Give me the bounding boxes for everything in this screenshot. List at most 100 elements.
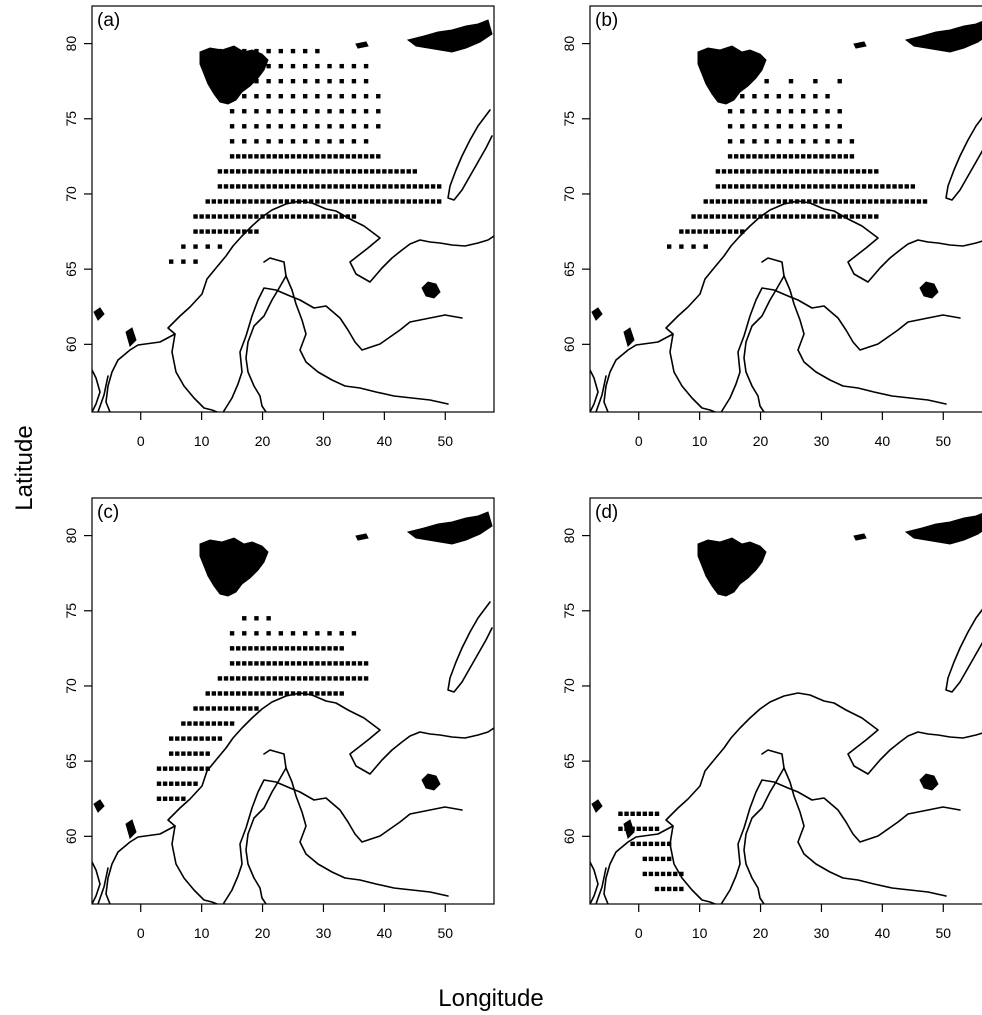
occurrence-cell — [315, 48, 320, 54]
occurrence-cell — [260, 691, 265, 696]
occurrence-cell — [691, 229, 696, 234]
occurrence-cell — [284, 199, 290, 204]
occurrence-cell — [351, 109, 357, 114]
occurrence-cell — [831, 169, 836, 174]
occurrence-cell — [339, 184, 344, 189]
occurrence-cell — [284, 154, 290, 159]
y-tick-label: 60 — [561, 828, 577, 844]
occurrence-cell — [242, 691, 247, 696]
occurrence-cell — [904, 184, 909, 189]
occurrence-cell — [874, 199, 879, 204]
occurrence-cell — [199, 736, 204, 741]
occurrence-cells — [618, 811, 684, 892]
occurrence-cell — [376, 199, 381, 204]
occurrence-cell — [309, 184, 314, 189]
panel-frame — [91, 5, 495, 413]
occurrence-cell — [205, 706, 210, 711]
occurrence-cell — [272, 154, 277, 159]
occurrence-cell — [284, 691, 290, 696]
occurrence-cell — [229, 169, 235, 174]
occurrence-cell — [333, 154, 338, 159]
occurrence-cell — [758, 199, 763, 204]
occurrence-cell — [278, 661, 284, 666]
occurrence-cell — [886, 184, 891, 189]
occurrence-cell — [272, 184, 277, 189]
occurrence-cell — [217, 78, 223, 84]
occurrence-cell — [339, 169, 344, 174]
occurrence-cell — [193, 214, 198, 219]
occurrence-cell — [400, 199, 405, 204]
occurrence-cell — [272, 691, 277, 696]
occurrence-cell — [363, 199, 369, 204]
occurrence-cell — [254, 706, 259, 711]
occurrence-cell — [733, 154, 739, 159]
occurrence-cell — [825, 184, 830, 189]
y-tick-label: 75 — [561, 111, 577, 127]
occurrence-cell — [388, 184, 393, 189]
x-tick-label: 0 — [137, 433, 145, 449]
occurrence-cell — [721, 199, 727, 204]
y-tick-label: 80 — [561, 36, 577, 52]
occurrence-cell — [867, 184, 873, 189]
occurrence-cell — [315, 199, 320, 204]
occurrence-cell — [630, 826, 635, 832]
x-tick-label: 0 — [137, 925, 145, 941]
occurrence-cell — [351, 199, 357, 204]
occurrence-cell — [345, 154, 351, 159]
occurrence-cell — [825, 94, 830, 99]
occurrence-cell — [242, 139, 247, 144]
occurrence-cell — [654, 811, 660, 816]
occurrence-cell — [800, 184, 806, 189]
occurrence-cell — [242, 616, 247, 621]
occurrence-cell — [242, 229, 247, 234]
occurrence-cell — [740, 184, 745, 189]
occurrence-cell — [746, 154, 751, 159]
occurrence-cell — [321, 154, 326, 159]
occurrence-cell — [807, 169, 812, 174]
occurrence-cell — [315, 214, 320, 219]
occurrence-cell — [260, 214, 265, 219]
occurrence-cell — [782, 214, 788, 219]
x-tick-label: 50 — [935, 433, 951, 449]
occurrence-cell — [205, 214, 210, 219]
occurrence-cell — [855, 199, 861, 204]
occurrence-cell — [788, 199, 794, 204]
map-panel: (d) 0 10 20 30 40 50 60 65 70 75 80 — [561, 497, 982, 941]
occurrence-cell — [339, 124, 344, 129]
occurrence-cell — [223, 229, 229, 234]
occurrence-cell — [302, 109, 308, 114]
occurrence-cell — [193, 244, 198, 249]
occurrence-cell — [302, 691, 308, 696]
occurrence-cell — [898, 184, 903, 189]
x-tick-label: 10 — [692, 925, 708, 941]
occurrence-cell — [254, 616, 259, 621]
occurrence-cell — [721, 184, 727, 189]
occurrence-cell — [278, 109, 284, 114]
occurrence-cell — [217, 229, 223, 234]
occurrence-cell — [272, 199, 277, 204]
occurrence-cell — [242, 48, 247, 54]
occurrence-cell — [813, 139, 818, 144]
occurrence-cell — [357, 676, 363, 681]
occurrence-cell — [315, 63, 320, 69]
occurrence-cell — [376, 169, 381, 174]
x-tick-label: 30 — [814, 433, 830, 449]
occurrence-cell — [284, 646, 290, 651]
occurrence-cell — [290, 199, 296, 204]
occurrence-cell — [211, 199, 217, 204]
occurrence-cell — [363, 169, 369, 174]
coastline — [590, 511, 982, 904]
occurrence-cell — [223, 169, 229, 174]
occurrence-cell — [181, 721, 186, 726]
occurrence-cell — [217, 736, 223, 741]
occurrence-cell — [825, 214, 830, 219]
occurrence-cell — [248, 199, 253, 204]
occurrence-cell — [874, 169, 879, 174]
occurrence-cell — [205, 721, 210, 726]
occurrence-cell — [278, 646, 284, 651]
occurrence-cell — [278, 94, 284, 99]
occurrence-cell — [302, 214, 308, 219]
occurrence-cell — [740, 229, 745, 234]
occurrence-cell — [181, 736, 186, 741]
occurrence-cell — [266, 199, 271, 204]
